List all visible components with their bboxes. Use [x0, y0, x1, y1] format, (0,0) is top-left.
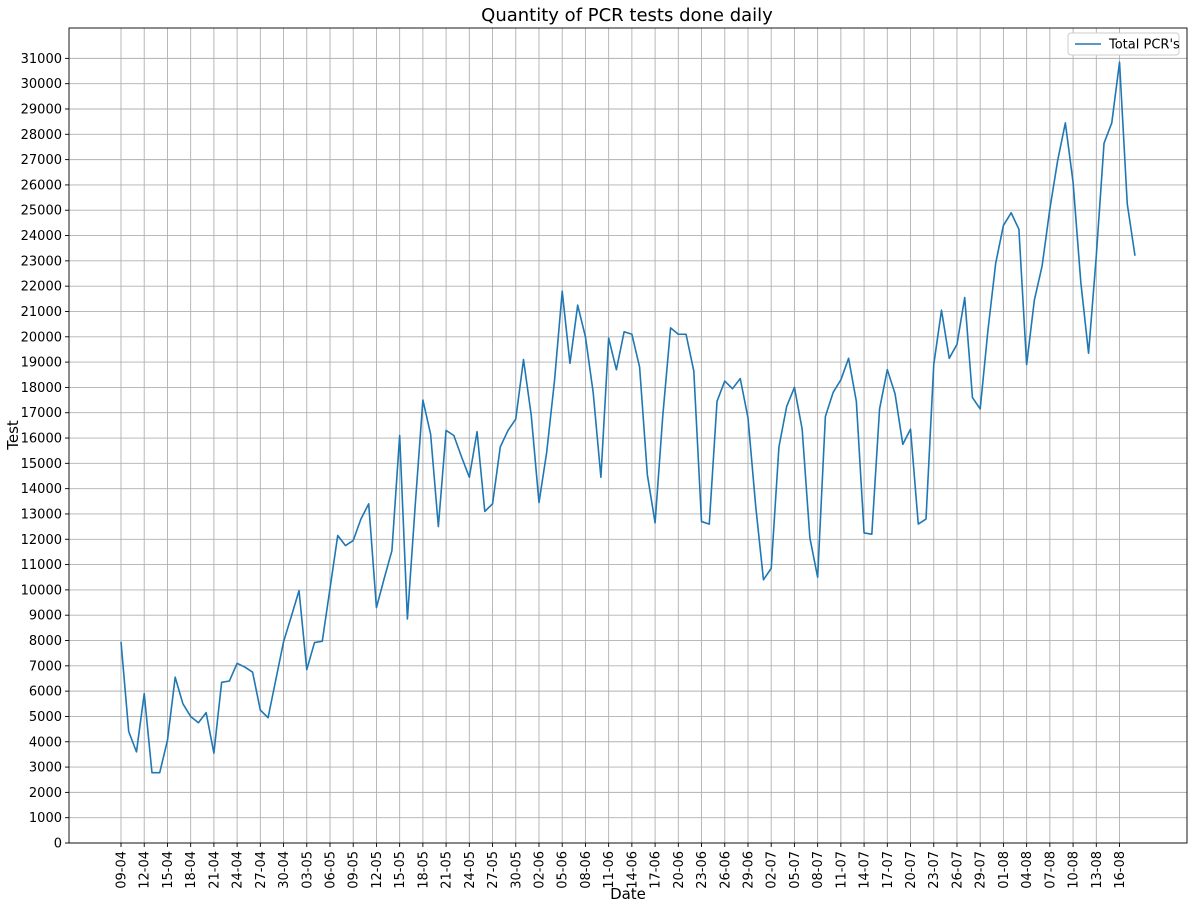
x-tick-label: 24-05 [463, 851, 478, 889]
x-tick-label: 18-04 [184, 851, 199, 889]
y-tick-label: 28000 [21, 128, 62, 143]
grid-lines [69, 28, 1187, 844]
x-tick-label: 13-08 [1090, 851, 1105, 889]
x-tick-label: 08-06 [579, 851, 594, 889]
y-axis-ticks: 0 1000 2000 3000 4000 5000 6000 7000 8000 9000 100… [21, 52, 69, 852]
x-tick-label: 15-05 [393, 851, 408, 889]
y-tick-label: 11000 [21, 558, 62, 573]
series-line-total-pcrs [120, 61, 1136, 774]
y-tick-label: 15000 [21, 457, 62, 472]
y-tick-label: 14000 [21, 482, 62, 497]
x-tick-label: 23-06 [695, 851, 710, 889]
y-tick-label: 2000 [29, 786, 62, 801]
x-tick-label: 08-07 [811, 851, 826, 889]
legend: Total PCR's [1067, 32, 1180, 56]
y-tick-label: 12000 [21, 533, 62, 548]
x-tick-label: 30-04 [277, 851, 292, 889]
x-tick-label: 12-05 [370, 851, 385, 889]
x-tick-label: 26-06 [718, 851, 733, 889]
y-tick-label: 17000 [21, 406, 62, 421]
x-tick-label: 30-05 [509, 851, 524, 889]
y-tick-label: 20000 [21, 330, 62, 345]
x-tick-label: 23-07 [927, 851, 942, 889]
x-tick-label: 09-04 [115, 851, 130, 889]
x-tick-label: 14-07 [858, 851, 873, 889]
x-tick-label: 21-05 [440, 851, 455, 889]
y-tick-label: 23000 [21, 254, 62, 269]
legend-box [1067, 32, 1180, 56]
y-tick-label: 19000 [21, 356, 62, 371]
x-tick-label: 15-04 [161, 851, 176, 889]
x-tick-label: 14-06 [625, 851, 640, 889]
x-tick-label: 27-04 [254, 851, 269, 889]
x-tick-label: 07-08 [1043, 851, 1058, 889]
y-tick-label: 31000 [21, 52, 62, 67]
x-axis-label: Date [610, 885, 646, 903]
x-tick-label: 29-07 [974, 851, 989, 889]
x-tick-label: 29-06 [741, 851, 756, 889]
y-tick-label: 16000 [21, 432, 62, 447]
y-tick-label: 25000 [21, 204, 62, 219]
x-tick-label: 16-08 [1113, 851, 1128, 889]
y-tick-label: 0 [54, 837, 62, 852]
y-tick-label: 27000 [21, 153, 62, 168]
y-tick-label: 30000 [21, 77, 62, 92]
legend-label: Total PCR's [1108, 38, 1180, 53]
x-tick-label: 17-06 [649, 851, 664, 889]
y-tick-label: 24000 [21, 229, 62, 244]
y-tick-label: 13000 [21, 507, 62, 522]
x-tick-label: 21-04 [207, 851, 222, 889]
x-tick-label: 01-08 [997, 851, 1012, 889]
y-tick-label: 7000 [29, 659, 62, 674]
y-tick-label: 29000 [21, 102, 62, 117]
x-tick-label: 02-06 [532, 851, 547, 889]
plot-frame [68, 27, 1188, 844]
y-tick-label: 9000 [29, 609, 62, 624]
x-tick-label: 05-06 [556, 851, 571, 889]
x-tick-label: 20-06 [672, 851, 687, 889]
x-tick-label: 18-05 [416, 851, 431, 889]
y-tick-label: 18000 [21, 381, 62, 396]
x-axis-ticks: 09-04 12-04 15-04 18-04 21-04 24-04 27-04 30-04… [115, 843, 1128, 889]
x-tick-label: 06-05 [323, 851, 338, 889]
x-tick-label: 17-07 [881, 851, 896, 889]
x-tick-label: 04-08 [1020, 851, 1035, 889]
y-tick-label: 26000 [21, 178, 62, 193]
x-tick-label: 12-04 [138, 851, 153, 889]
x-tick-label: 20-07 [904, 851, 919, 889]
x-tick-label: 09-05 [347, 851, 362, 889]
y-tick-label: 4000 [29, 735, 62, 750]
x-tick-label: 11-06 [602, 851, 617, 889]
x-tick-label: 05-07 [788, 851, 803, 889]
x-tick-label: 10-08 [1067, 851, 1082, 889]
x-tick-label: 27-05 [486, 851, 501, 889]
x-tick-label: 26-07 [950, 851, 965, 889]
y-tick-label: 21000 [21, 305, 62, 320]
series-layer [120, 61, 1136, 774]
y-tick-label: 10000 [21, 583, 62, 598]
y-axis-label: Test [4, 420, 22, 451]
x-tick-label: 02-07 [765, 851, 780, 889]
y-tick-label: 5000 [29, 710, 62, 725]
y-tick-label: 1000 [29, 811, 62, 826]
x-tick-label: 03-05 [300, 851, 315, 889]
x-tick-label: 24-04 [231, 851, 246, 889]
chart-title: Quantity of PCR tests done daily [481, 5, 773, 26]
y-tick-label: 3000 [29, 761, 62, 776]
y-tick-label: 6000 [29, 685, 62, 700]
y-tick-label: 8000 [29, 634, 62, 649]
y-tick-label: 22000 [21, 280, 62, 295]
x-tick-label: 11-07 [834, 851, 849, 889]
